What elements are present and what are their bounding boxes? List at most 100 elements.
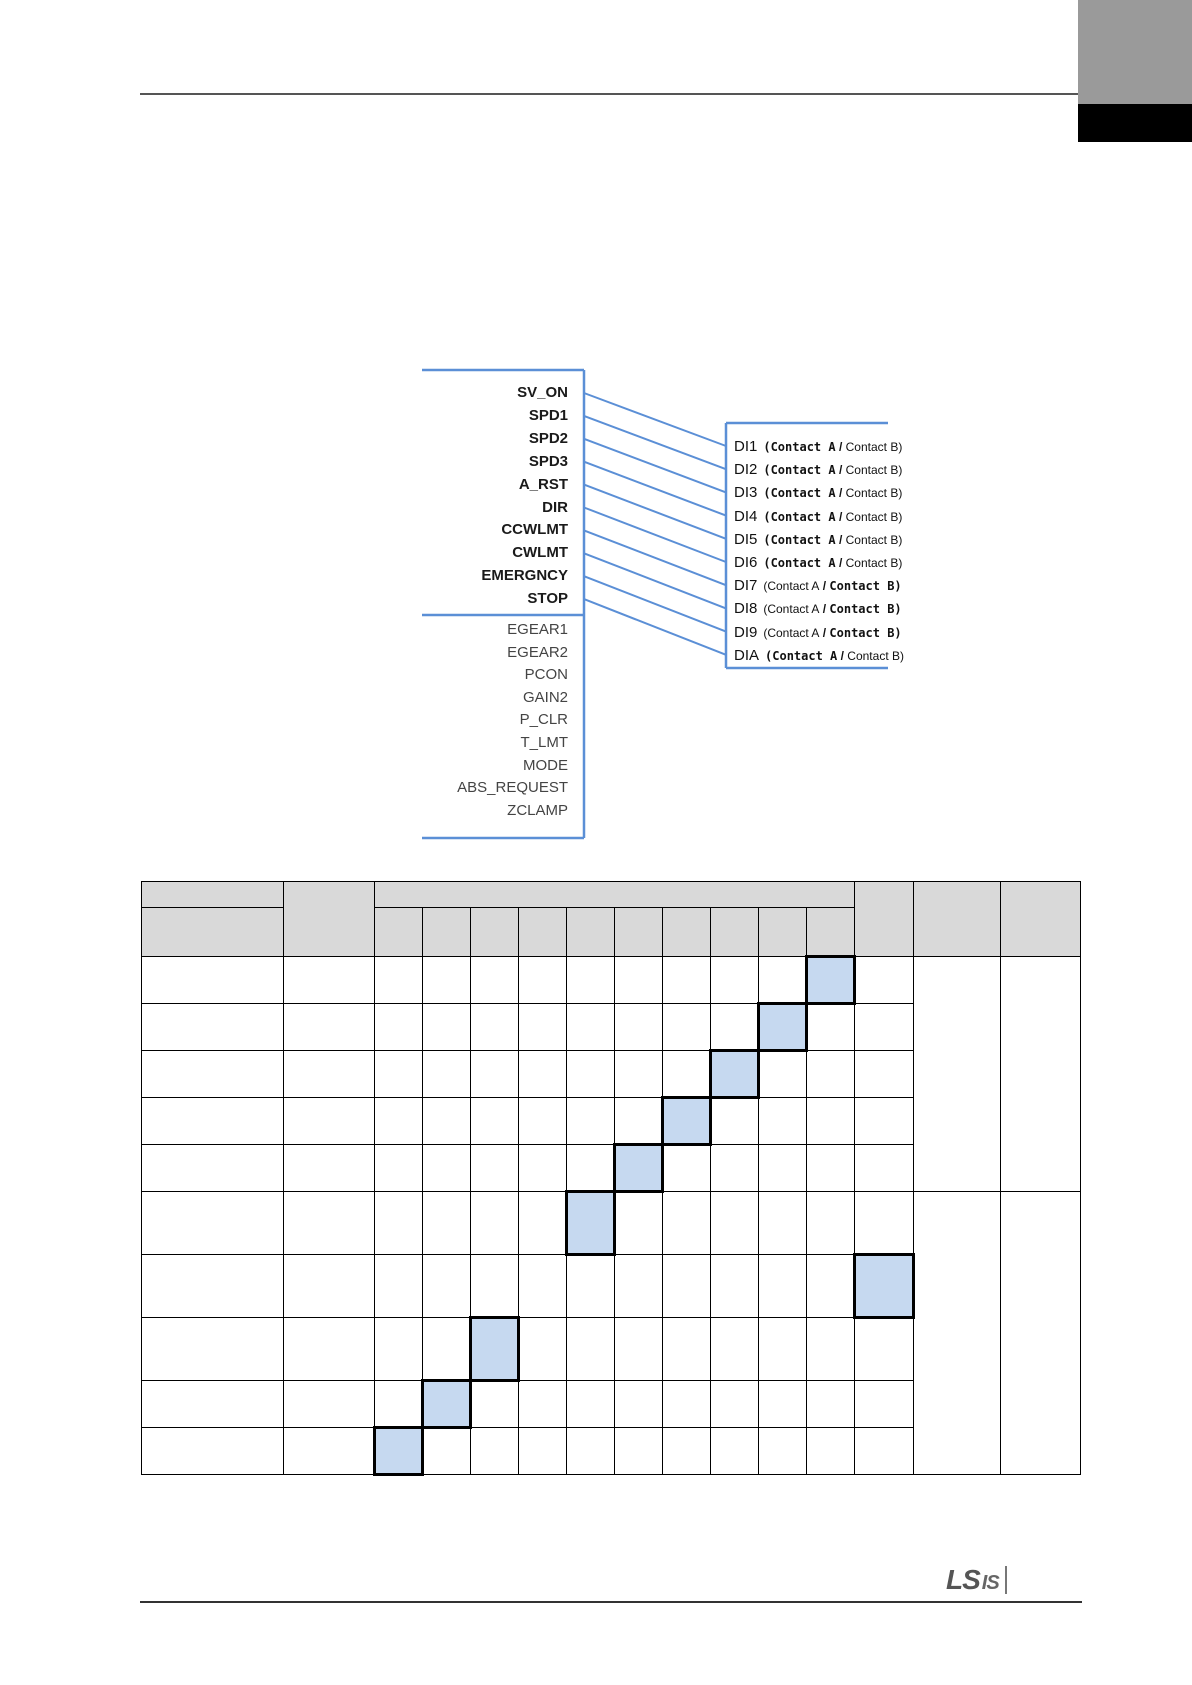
signal-label-cwlmt: CWLMT xyxy=(512,544,568,562)
signal-label-emergncy: EMERGNCY xyxy=(481,567,568,585)
di-label-di4: DI4 (Contact A / Contact B) xyxy=(734,507,903,525)
table-cell-r2-c11 xyxy=(806,1050,855,1098)
table-cell-r7-c6 xyxy=(566,1317,615,1381)
signal-label-ccwlmt: CCWLMT xyxy=(501,521,568,539)
header-cell-bit-4 xyxy=(566,907,615,957)
table-cell-r3-c11 xyxy=(806,1097,855,1145)
header-cell-col12 xyxy=(854,881,914,957)
merged-cell-a2 xyxy=(913,1191,1001,1475)
table-cell-r9-c7 xyxy=(614,1427,663,1475)
table-cell-r8-c8 xyxy=(662,1380,711,1428)
wire-7 xyxy=(583,552,727,610)
wire-9 xyxy=(583,598,727,656)
header-cell-bit-8 xyxy=(758,907,807,957)
table-cell-r7-c0 xyxy=(141,1317,284,1381)
table-cell-r7-c1 xyxy=(283,1317,375,1381)
merged-cell-b1 xyxy=(1000,956,1081,1192)
table-cell-r4-c6 xyxy=(566,1144,615,1192)
table-cell-r8-c9 xyxy=(710,1380,759,1428)
header-cell-bit-group xyxy=(374,881,855,908)
di-label-di8: DI8 (Contact A / Contact B) xyxy=(734,600,902,618)
table-cell-r3-c3 xyxy=(422,1097,471,1145)
highlight-cell-row-2 xyxy=(709,1049,760,1099)
wire-8 xyxy=(583,575,727,633)
table-cell-r5-c4 xyxy=(470,1191,519,1255)
table-cell-r1-c0 xyxy=(141,1003,284,1051)
table-cell-r9-c1 xyxy=(283,1427,375,1475)
highlight-cell-row-1 xyxy=(757,1002,808,1052)
table-cell-r6-c0 xyxy=(141,1254,284,1318)
table-cell-r0-c12 xyxy=(854,956,914,1004)
wire-0 xyxy=(583,392,727,447)
table-cell-r5-c0 xyxy=(141,1191,284,1255)
signal-label-a-rst: A_RST xyxy=(518,475,568,493)
table-cell-r7-c8 xyxy=(662,1317,711,1381)
table-cell-r7-c10 xyxy=(758,1317,807,1381)
table-cell-r4-c11 xyxy=(806,1144,855,1192)
table-cell-r3-c6 xyxy=(566,1097,615,1145)
signal-label-gain2: GAIN2 xyxy=(522,688,568,706)
table-cell-r9-c6 xyxy=(566,1427,615,1475)
table-cell-r7-c3 xyxy=(422,1317,471,1381)
table-cell-r2-c12 xyxy=(854,1050,914,1098)
signal-label-p-clr: P_CLR xyxy=(519,711,568,729)
table-cell-r3-c7 xyxy=(614,1097,663,1145)
highlight-cell-row-9 xyxy=(373,1426,424,1476)
table-cell-r0-c0 xyxy=(141,956,284,1004)
header-cell-col1 xyxy=(283,881,375,957)
table-cell-r0-c2 xyxy=(374,956,423,1004)
input-assignment-table xyxy=(141,881,1081,1476)
table-cell-r1-c2 xyxy=(374,1003,423,1051)
wire-1 xyxy=(583,414,727,471)
header-rule xyxy=(140,93,1082,95)
signal-label-stop: STOP xyxy=(527,590,568,608)
table-cell-r3-c1 xyxy=(283,1097,375,1145)
table-cell-r1-c5 xyxy=(518,1003,567,1051)
table-cell-r6-c10 xyxy=(758,1254,807,1318)
signal-label-egear1: EGEAR1 xyxy=(507,621,568,638)
highlight-cell-row-4 xyxy=(613,1143,664,1193)
table-cell-r3-c5 xyxy=(518,1097,567,1145)
table-cell-r1-c3 xyxy=(422,1003,471,1051)
table-cell-r0-c4 xyxy=(470,956,519,1004)
table-cell-r2-c3 xyxy=(422,1050,471,1098)
table-cell-r5-c10 xyxy=(758,1191,807,1255)
header-cell-col0-top xyxy=(141,881,284,908)
signal-label-spd1: SPD1 xyxy=(528,406,568,424)
table-cell-r2-c1 xyxy=(283,1050,375,1098)
table-cell-r5-c3 xyxy=(422,1191,471,1255)
signal-label-dir: DIR xyxy=(542,498,568,516)
table-cell-r2-c5 xyxy=(518,1050,567,1098)
table-cell-r4-c9 xyxy=(710,1144,759,1192)
table-cell-r2-c4 xyxy=(470,1050,519,1098)
table-cell-r3-c10 xyxy=(758,1097,807,1145)
table-cell-r9-c4 xyxy=(470,1427,519,1475)
table-cell-r5-c12 xyxy=(854,1191,914,1255)
table-cell-r8-c12 xyxy=(854,1380,914,1428)
table-cell-r0-c9 xyxy=(710,956,759,1004)
header-cell-bit-1 xyxy=(422,907,471,957)
table-cell-r9-c0 xyxy=(141,1427,284,1475)
signal-label-t-lmt: T_LMT xyxy=(520,734,568,751)
highlight-cell-row-0 xyxy=(805,955,856,1005)
header-cell-col0-bottom xyxy=(141,907,284,957)
table-cell-r1-c12 xyxy=(854,1003,914,1051)
table-cell-r4-c5 xyxy=(518,1144,567,1192)
signal-assignment-diagram: SV_ON SPD1 SPD2 SPD3 A_RST DIR CCWLMT CWLMT EMER… xyxy=(422,368,904,840)
signal-label-abs-request: ABS_REQUEST xyxy=(457,779,568,797)
di-label-di7: DI7 (Contact A / Contact B) xyxy=(734,577,902,595)
table-cell-r8-c11 xyxy=(806,1380,855,1428)
table-cell-r9-c8 xyxy=(662,1427,711,1475)
table-cell-r7-c7 xyxy=(614,1317,663,1381)
highlight-cell-row-5 xyxy=(565,1190,616,1256)
wire-5 xyxy=(583,506,727,563)
table-cell-r9-c5 xyxy=(518,1427,567,1475)
di-label-di5: DI5 (Contact A / Contact B) xyxy=(734,530,903,548)
di-label-di6: DI6 (Contact A / Contact B) xyxy=(734,554,903,571)
table-cell-r8-c2 xyxy=(374,1380,423,1428)
merged-cell-a1 xyxy=(913,956,1001,1192)
table-cell-r5-c8 xyxy=(662,1191,711,1255)
table-cell-r6-c7 xyxy=(614,1254,663,1318)
signal-label-mode: MODE xyxy=(523,756,568,774)
table-cell-r7-c9 xyxy=(710,1317,759,1381)
